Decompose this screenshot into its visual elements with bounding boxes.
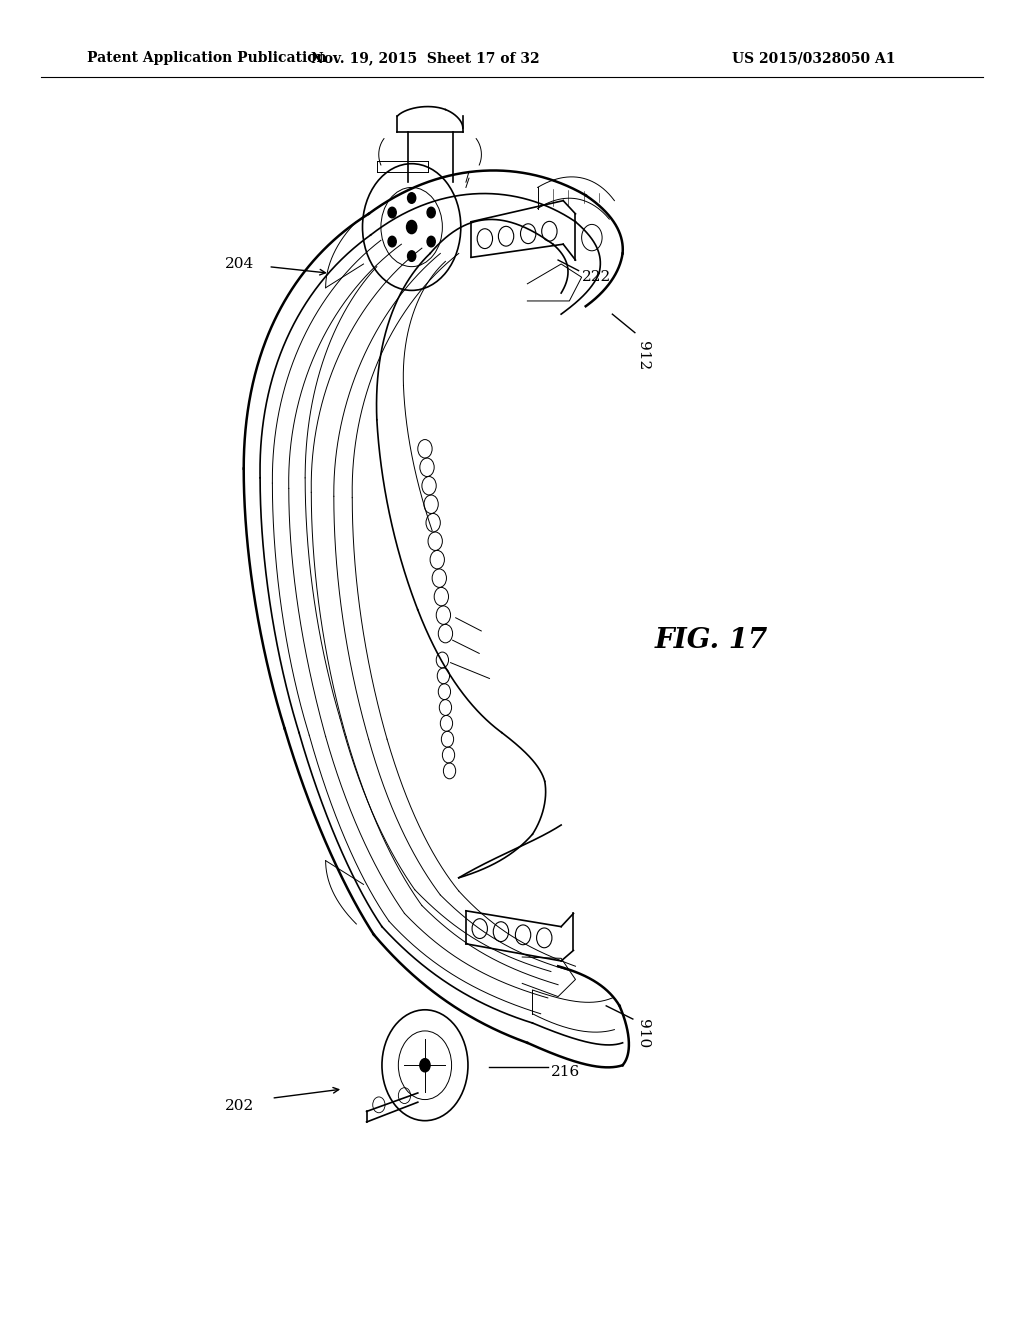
Circle shape bbox=[388, 207, 396, 218]
Text: Patent Application Publication: Patent Application Publication bbox=[87, 51, 327, 65]
Circle shape bbox=[408, 193, 416, 203]
Text: 202: 202 bbox=[224, 1100, 254, 1113]
Circle shape bbox=[407, 220, 417, 234]
Circle shape bbox=[388, 236, 396, 247]
Text: 216: 216 bbox=[551, 1065, 581, 1078]
Circle shape bbox=[408, 251, 416, 261]
Text: US 2015/0328050 A1: US 2015/0328050 A1 bbox=[732, 51, 896, 65]
Text: 204: 204 bbox=[224, 257, 254, 271]
Text: FIG. 17: FIG. 17 bbox=[655, 627, 768, 653]
Text: 912: 912 bbox=[636, 341, 650, 370]
Circle shape bbox=[427, 236, 435, 247]
Text: 910: 910 bbox=[636, 1019, 650, 1048]
Circle shape bbox=[420, 1059, 430, 1072]
Text: 222: 222 bbox=[582, 271, 611, 284]
Text: Nov. 19, 2015  Sheet 17 of 32: Nov. 19, 2015 Sheet 17 of 32 bbox=[310, 51, 540, 65]
Circle shape bbox=[427, 207, 435, 218]
